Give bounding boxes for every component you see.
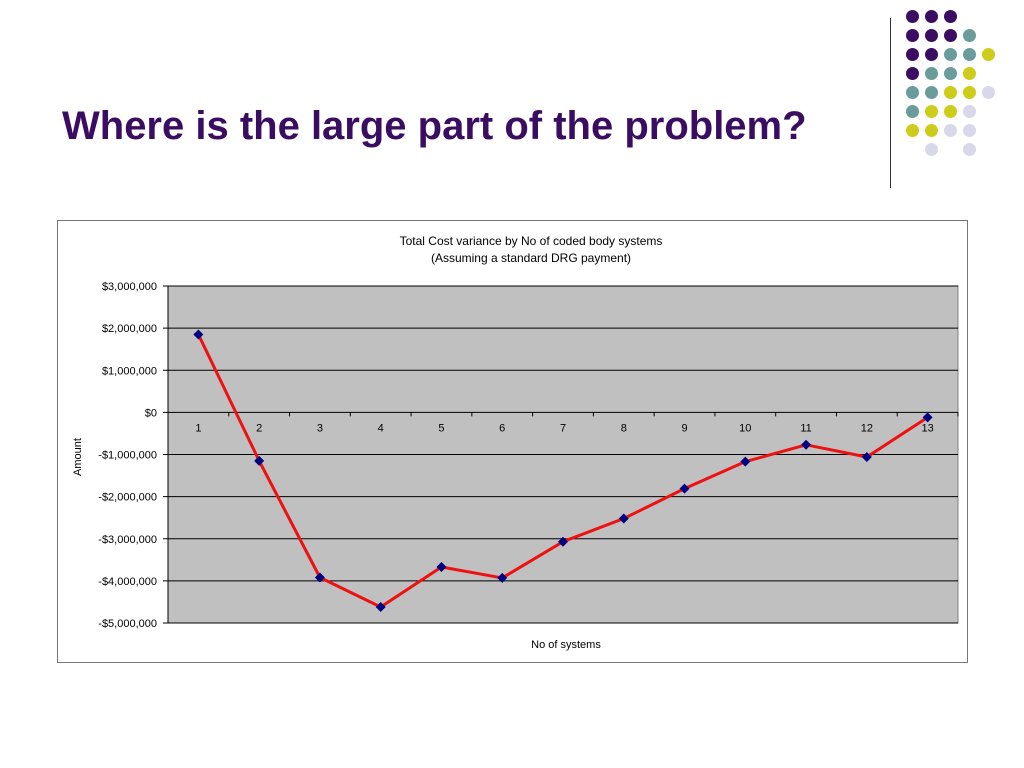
dots-decoration: [906, 10, 1016, 170]
x-tick-label: 10: [739, 422, 751, 434]
line-chart: Total Cost variance by No of coded body …: [72, 234, 959, 651]
data-point-marker: [922, 412, 933, 423]
y-axis-label: Amount: [72, 438, 84, 476]
decor-dot: [963, 29, 976, 42]
decor-dot: [944, 67, 957, 80]
decor-dot: [963, 86, 976, 99]
x-axis-label: No of systems: [531, 639, 601, 651]
decor-dot: [925, 124, 938, 137]
data-point-marker: [436, 561, 447, 572]
y-tick-label: $1,000,000: [102, 365, 157, 377]
y-tick-label: $2,000,000: [102, 323, 157, 335]
data-point-marker: [254, 455, 265, 466]
decor-dot: [982, 48, 995, 61]
x-tick-label: 3: [317, 422, 323, 434]
x-tick-label: 9: [681, 422, 687, 434]
data-point-marker: [861, 452, 872, 463]
y-tick-label: -$5,000,000: [98, 618, 157, 630]
y-tick-label: -$2,000,000: [98, 492, 157, 504]
decor-dot: [963, 67, 976, 80]
x-tick-label: 13: [921, 422, 933, 434]
decor-dot: [906, 10, 919, 23]
decor-dot: [925, 143, 938, 156]
decor-dot: [944, 48, 957, 61]
x-tick-label: 6: [499, 422, 505, 434]
decor-dot: [944, 86, 957, 99]
chart-frame: Total Cost variance by No of coded body …: [57, 220, 968, 663]
data-point-marker: [740, 456, 751, 467]
data-point-marker: [375, 601, 386, 612]
decor-dot: [906, 105, 919, 118]
decor-dot: [944, 105, 957, 118]
decor-dot: [944, 29, 957, 42]
chart-title-line-2: (Assuming a standard DRG payment): [431, 251, 631, 265]
x-tick-label: 4: [378, 422, 384, 434]
data-point-marker: [618, 513, 629, 524]
decor-dot: [925, 48, 938, 61]
decor-dot: [906, 86, 919, 99]
chart-title-line-1: Total Cost variance by No of coded body …: [400, 234, 663, 248]
x-tick-label: 11: [800, 422, 811, 434]
decor-dot: [925, 67, 938, 80]
data-point-marker: [801, 439, 812, 450]
slide-title: Where is the large part of the problem?: [62, 104, 807, 148]
decor-dot: [963, 143, 976, 156]
decor-dot: [925, 10, 938, 23]
x-tick-label: 12: [861, 422, 873, 434]
decor-dot: [906, 48, 919, 61]
decor-dot: [982, 86, 995, 99]
x-tick-label: 1: [195, 422, 201, 434]
x-tick-label: 8: [621, 422, 627, 434]
x-tick-label: 5: [438, 422, 444, 434]
decor-dot: [906, 29, 919, 42]
y-tick-label: -$3,000,000: [98, 534, 157, 546]
y-tick-label: $3,000,000: [102, 281, 157, 293]
title-divider: [890, 18, 891, 188]
decor-dot: [925, 105, 938, 118]
decor-dot: [963, 105, 976, 118]
data-point-marker: [193, 329, 204, 340]
x-tick-label: 2: [256, 422, 262, 434]
y-tick-label: -$1,000,000: [98, 450, 157, 462]
decor-dot: [906, 124, 919, 137]
decor-dot: [963, 124, 976, 137]
data-point-marker: [314, 572, 325, 583]
decor-dot: [944, 124, 957, 137]
decor-dot: [925, 86, 938, 99]
decor-dot: [944, 10, 957, 23]
decor-dot: [963, 48, 976, 61]
x-tick-label: 7: [560, 422, 566, 434]
decor-dot: [906, 67, 919, 80]
data-point-marker: [679, 483, 690, 494]
y-tick-label: $0: [145, 407, 157, 419]
data-point-marker: [558, 536, 568, 547]
y-tick-label: -$4,000,000: [98, 576, 157, 588]
decor-dot: [925, 29, 938, 42]
data-point-marker: [497, 572, 508, 583]
